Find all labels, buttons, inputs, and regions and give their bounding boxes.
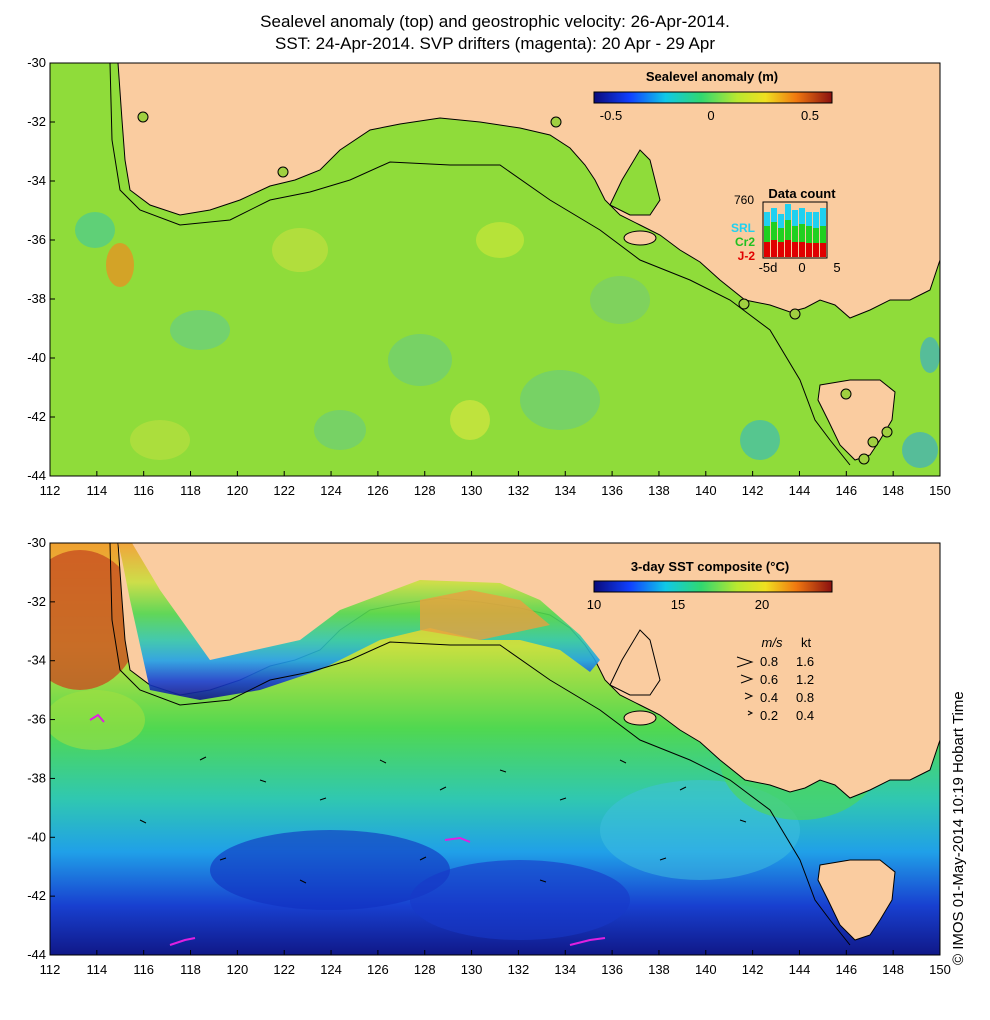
land-tasmania-sst [817,859,896,941]
sst-x-tick-label: 112 [40,962,61,977]
sst-x-tick-label: 148 [882,962,904,977]
sst-x-tick-label: 122 [273,962,295,977]
vector-legend-ms-header: m/s [762,635,783,650]
vector-legend-ms: 0.2 [760,708,778,723]
sst-x-tick-label: 134 [554,962,576,977]
sla-colorbar-title: Sealevel anomaly (m) [646,69,778,84]
sst-y-tick-label: -40 [27,829,46,844]
sst-y-tick-label: -30 [27,535,46,550]
sla-map-frame [49,62,941,477]
sla-x-tick-label: 138 [648,483,670,498]
sst-x-tick-label: 132 [508,962,530,977]
vector-legend-kt: 0.8 [796,690,814,705]
vector-legend-kt-header: kt [801,635,812,650]
sst-y-tick-label: -34 [27,653,46,668]
sla-x-tick-label: 116 [133,483,154,498]
sst-y-tick-label: -32 [27,594,46,609]
data-count-sat1: SRL [731,221,755,235]
sla-x-tick-label: 134 [554,483,576,498]
sst-x-tick-label: 118 [180,962,201,977]
sla-y-tick-label: -42 [27,409,46,424]
sla-x-tick-label: 140 [695,483,717,498]
data-count-xlabel: 5 [833,260,840,275]
data-count-inset: Data count 760 SRL Cr2 J-2 -5d 0 5 [731,186,841,275]
vector-legend-ms: 0.8 [760,654,778,669]
sst-x-tick-label: 150 [929,962,951,977]
data-count-xlabel: -5d [759,260,778,275]
sst-y-tick-label: -38 [27,770,46,785]
sst-colorbar-title: 3-day SST composite (°C) [631,559,789,574]
vector-legend: m/s kt 0.8 1.6 0.6 1.2 0.4 0.8 0.2 0.4 [736,635,814,723]
sst-x-tick-label: 140 [695,962,717,977]
sst-map-frame [49,542,941,956]
sla-x-tick-label: 148 [882,483,904,498]
sst-x-tick-label: 138 [648,962,670,977]
sla-y-tick-label: -34 [27,173,46,188]
vector-legend-ms: 0.4 [760,690,778,705]
sst-x-tick-label: 116 [133,962,154,977]
sst-y-tick-label: -36 [27,712,46,727]
sla-map-panel [50,63,940,476]
sla-colorbar-tick: 0 [707,108,714,123]
sla-x-tick-label: 118 [180,483,201,498]
map-axes: 112 114 116 118 120 122 124 126 128 130 132 134 136 1… [27,55,951,977]
sst-colorbar-tick: 15 [671,597,685,612]
sla-x-tick-label: 144 [789,483,811,498]
velocity-arrows [139,756,747,884]
sla-x-tick-label: 150 [929,483,951,498]
sla-x-tick-label: 136 [601,483,623,498]
land-australia [117,63,940,319]
sst-x-tick-label: 128 [414,962,436,977]
sla-x-tick-label: 114 [86,483,107,498]
sla-y-tick-label: -40 [27,350,46,365]
sla-x-tick-label: 112 [40,483,61,498]
sla-x-tick-label: 130 [461,483,483,498]
vector-legend-kt: 0.4 [796,708,814,723]
vector-legend-ms: 0.6 [760,672,778,687]
map-title-line2: SST: 24-Apr-2014. SVP drifters (magenta)… [274,34,716,53]
sst-colorbar-tick: 10 [587,597,601,612]
data-count-sat3: J-2 [738,249,756,263]
sla-x-tick-label: 146 [835,483,857,498]
sla-x-tick-label: 142 [742,483,764,498]
sst-x-tick-label: 136 [601,962,623,977]
sla-x-tick-label: 132 [508,483,530,498]
sla-y-tick-label: -30 [27,55,46,70]
sla-y-tick-label: -36 [27,232,46,247]
sst-x-tick-label: 144 [789,962,811,977]
sst-x-tick-label: 130 [461,962,483,977]
sla-x-tick-label: 128 [414,483,436,498]
sst-colorbar-tick: 20 [755,597,769,612]
sla-colorbar: Sealevel anomaly (m) -0.5 0 0.5 [593,69,833,123]
data-count-title: Data count [768,186,836,201]
sst-map-panel [50,543,940,955]
data-count-bars [764,204,826,257]
data-count-xlabel: 0 [798,260,805,275]
sla-x-tick-label: 122 [273,483,295,498]
sst-x-tick-label: 120 [227,962,249,977]
data-count-sat2: Cr2 [735,235,755,249]
sst-y-tick-label: -44 [27,947,46,962]
sst-colorbar: 3-day SST composite (°C) 10 15 20 [587,559,833,612]
vector-legend-kt: 1.2 [796,672,814,687]
sla-colorbar-tick: 0.5 [801,108,819,123]
sla-x-tick-label: 120 [227,483,249,498]
map-title-line1: Sealevel anomaly (top) and geostrophic v… [260,12,730,31]
data-count-max: 760 [734,193,754,207]
sla-x-tick-label: 124 [320,483,342,498]
sst-x-tick-label: 146 [835,962,857,977]
sla-y-tick-label: -32 [27,114,46,129]
sst-x-tick-label: 124 [320,962,342,977]
sst-x-tick-label: 142 [742,962,764,977]
sst-y-tick-label: -42 [27,888,46,903]
imos-credit: © IMOS 01-May-2014 10:19 Hobart Time [950,691,967,965]
sla-colorbar-tick: -0.5 [600,108,622,123]
sst-x-tick-label: 114 [86,962,107,977]
sla-y-tick-label: -44 [27,468,46,483]
sla-x-tick-label: 126 [367,483,389,498]
vector-legend-kt: 1.6 [796,654,814,669]
sla-y-tick-label: -38 [27,291,46,306]
sst-x-tick-label: 126 [367,962,389,977]
